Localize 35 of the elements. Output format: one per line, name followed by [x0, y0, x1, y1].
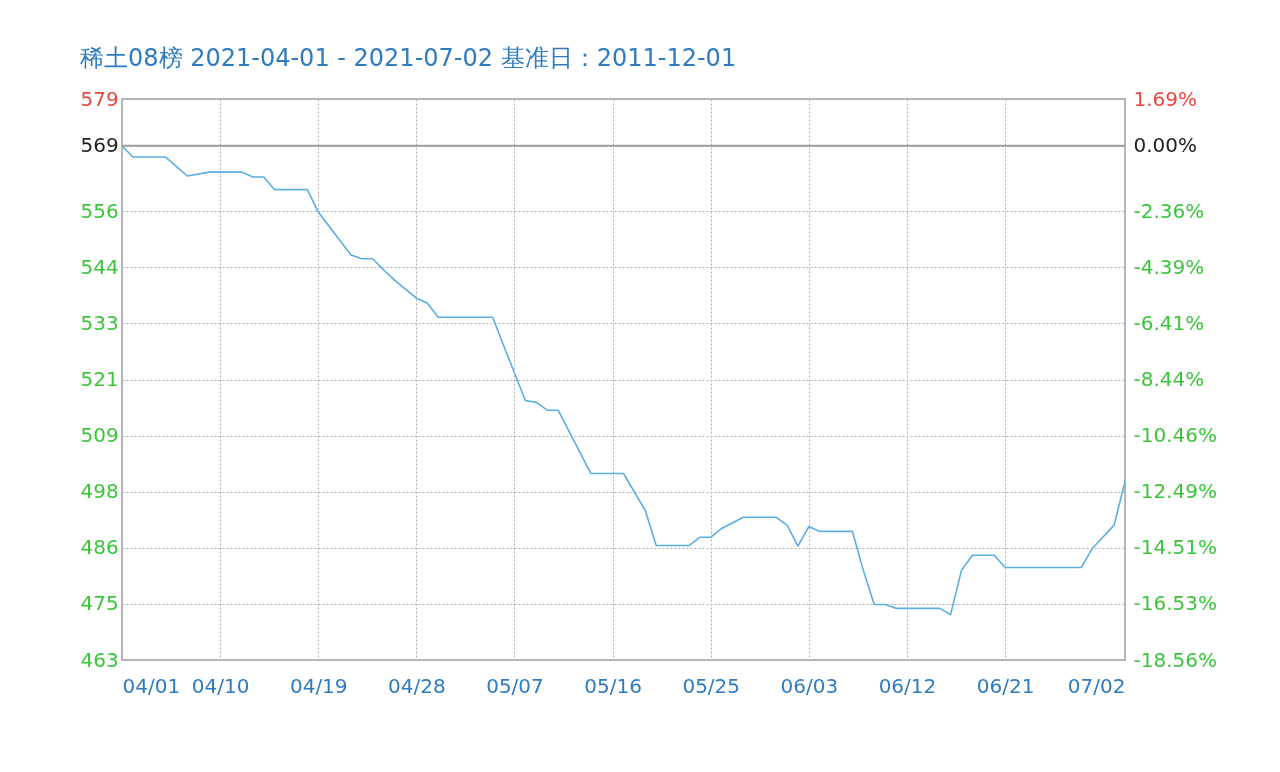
y2-tick-label: -4.39%	[1133, 254, 1205, 279]
chart-title: 稀土08榜 2021-04-01 - 2021-07-02 基准日：2011-12-01	[80, 44, 737, 72]
y2-tick-label: -18.56%	[1133, 647, 1217, 672]
y2-tick-label: -12.49%	[1133, 479, 1217, 504]
x-tick-label: 04/28	[388, 673, 446, 698]
y-tick-label: 579	[80, 86, 119, 111]
x-tick-label: 04/10	[191, 673, 250, 698]
y2-tick-label: -2.36%	[1133, 198, 1205, 223]
x-tick-label: 06/12	[878, 673, 937, 698]
x-tick-label: 06/03	[780, 673, 839, 698]
y2-tick-label: -6.41%	[1133, 310, 1205, 335]
y2-tick-label: 0.00%	[1133, 133, 1198, 158]
y-tick-label: 556	[80, 198, 119, 223]
y-tick-label: 569	[80, 133, 119, 158]
line-series	[121, 145, 1126, 616]
x-tick-label: 04/19	[289, 673, 348, 698]
y-tick-label: 544	[80, 254, 119, 279]
y-tick-label: 509	[80, 423, 119, 448]
x-tick-label: 05/07	[486, 673, 544, 698]
x-tick-label: 06/21	[976, 673, 1035, 698]
y2-tick-label: -14.51%	[1133, 535, 1217, 560]
y2-tick-label: -8.44%	[1133, 367, 1205, 392]
x-tick-label: 07/02	[1067, 673, 1126, 698]
y-tick-label: 521	[80, 367, 119, 392]
x-tick-label: 05/16	[584, 673, 642, 698]
x-tick-label: 04/01	[122, 673, 181, 698]
y-tick-label: 475	[80, 591, 119, 616]
y-tick-label: 533	[80, 310, 119, 335]
x-tick-label: 05/25	[682, 673, 741, 698]
y-tick-label: 486	[80, 535, 119, 560]
y-tick-label: 463	[80, 647, 119, 672]
y2-tick-label: -10.46%	[1133, 423, 1217, 448]
y2-tick-label: -16.53%	[1133, 591, 1217, 616]
y2-tick-label: 1.69%	[1133, 86, 1198, 111]
y-tick-label: 498	[80, 479, 119, 504]
